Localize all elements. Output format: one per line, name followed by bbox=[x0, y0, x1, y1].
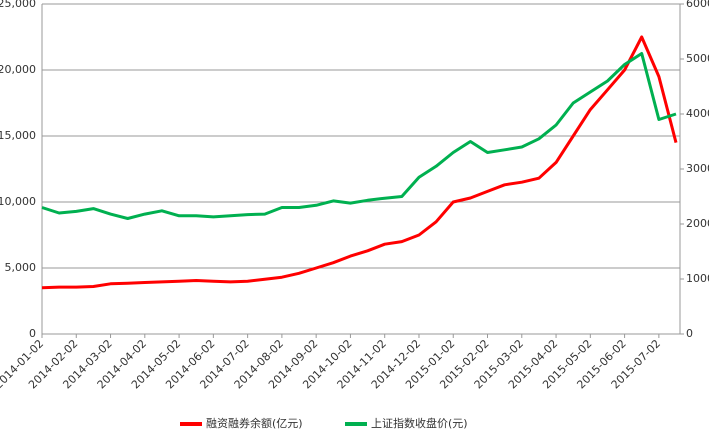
series-line bbox=[41, 52, 677, 220]
y-tick-label: 25,000 bbox=[0, 0, 36, 10]
y-tick-label: 15,000 bbox=[0, 129, 36, 142]
y2-tick-label: 5000 bbox=[686, 52, 709, 65]
y2-tick-label: 2000 bbox=[686, 217, 709, 230]
y2-tick-label: 3000 bbox=[686, 162, 709, 175]
y-tick-label: 0 bbox=[29, 327, 36, 340]
y-tick-label: 5,000 bbox=[5, 261, 37, 274]
series-line bbox=[41, 35, 678, 290]
legend-label: 上证指数收盘价(元) bbox=[371, 416, 468, 430]
y-tick-label: 10,000 bbox=[0, 195, 36, 208]
y2-tick-label: 6000 bbox=[686, 0, 709, 10]
y2-tick-label: 1000 bbox=[686, 272, 709, 285]
y2-tick-label: 4000 bbox=[686, 107, 709, 120]
y2-tick-label: 0 bbox=[686, 327, 693, 340]
y-tick-label: 20,000 bbox=[0, 63, 36, 76]
legend-label: 融资融券余额(亿元) bbox=[206, 416, 303, 430]
